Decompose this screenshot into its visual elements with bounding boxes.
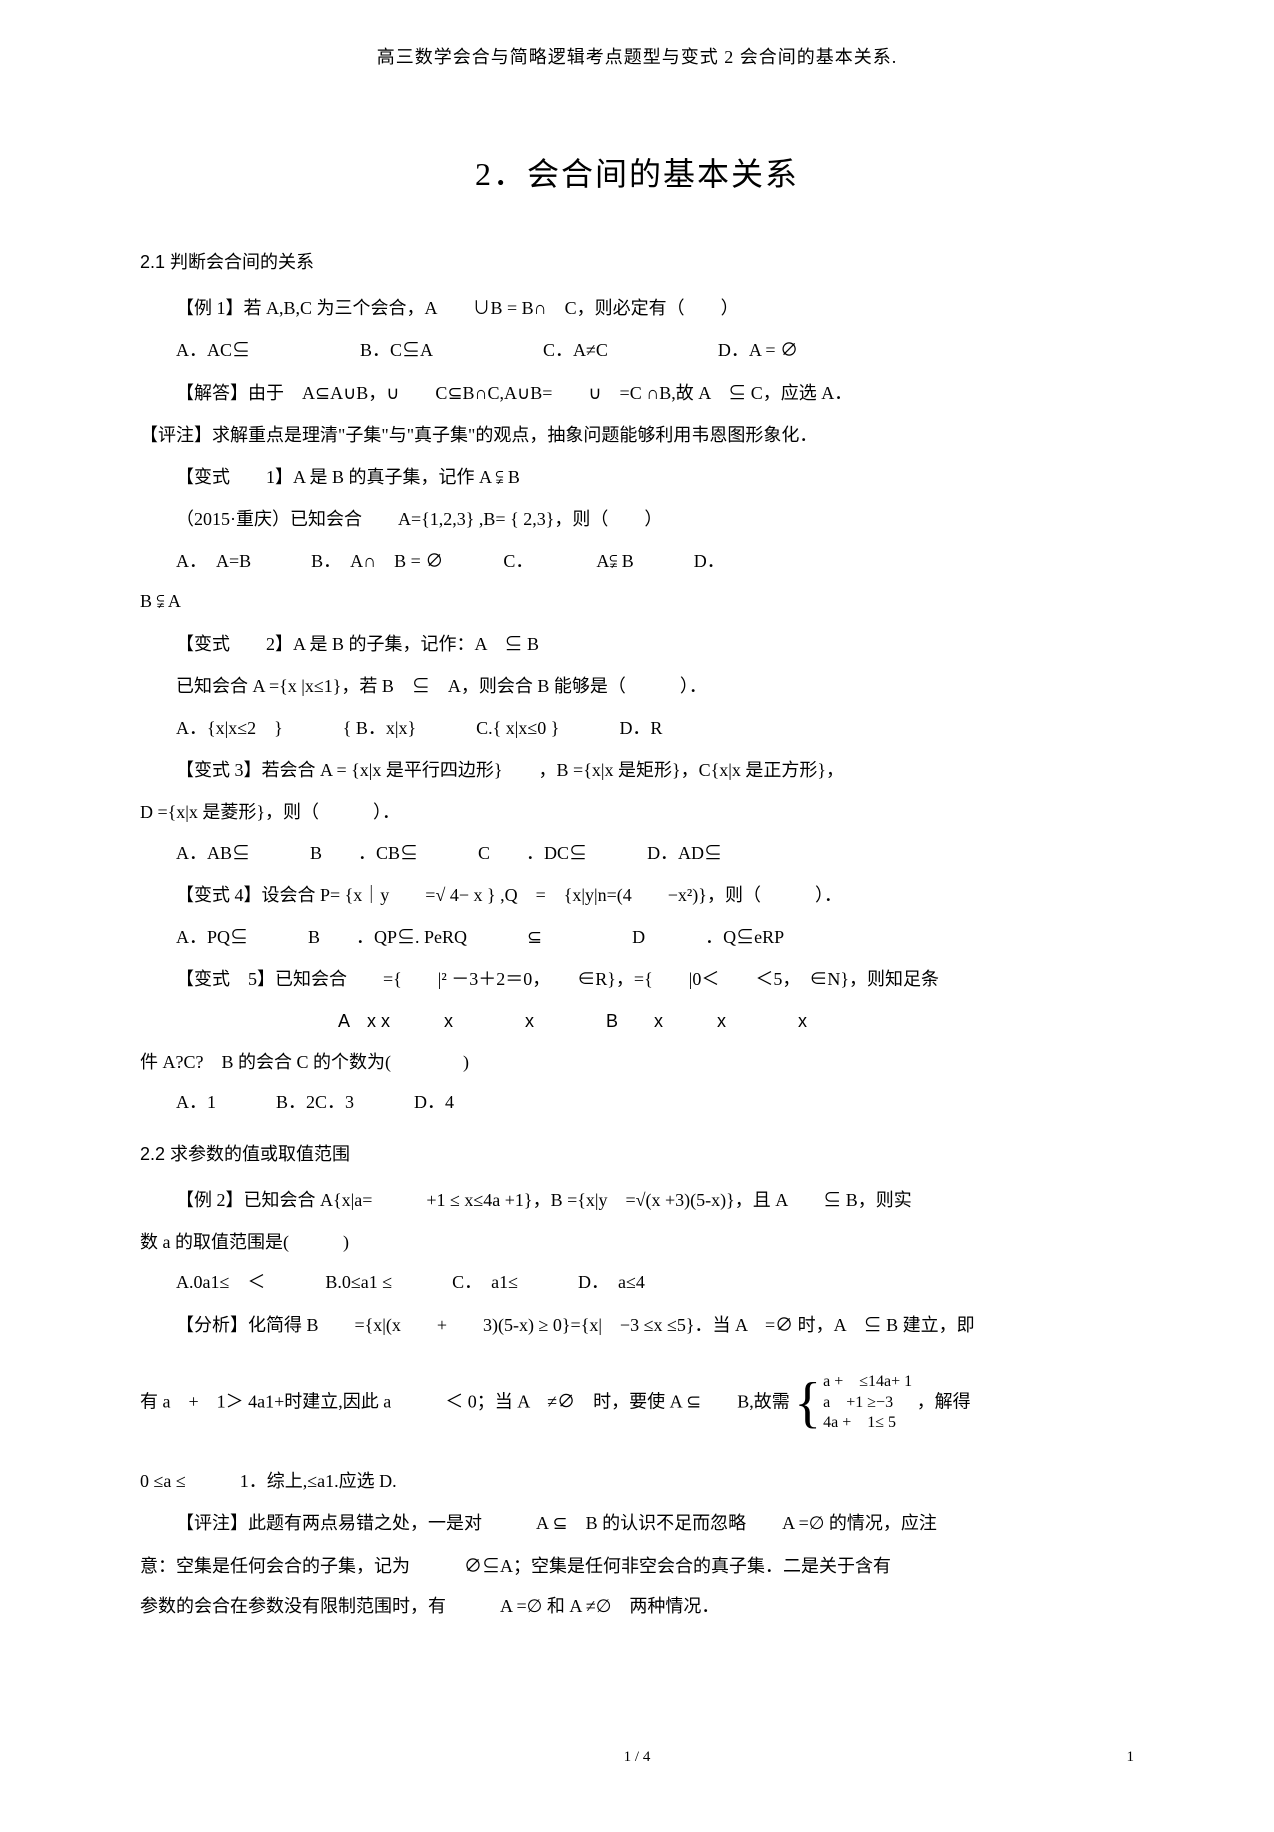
v2-opt-a: A．{x|x≤2 }: [176, 711, 283, 745]
variant-1-head: 【变式 1】A 是 B 的真子集，记作 A ⫋ B: [140, 460, 1134, 494]
page-header: 高三数学会合与简略逻辑考点题型与变式 2 会合间的基本关系.: [140, 40, 1134, 74]
example-2-options: A.0a1≤ ＜ B.0≤a1 ≤ C． a1≤ D． a≤4: [176, 1265, 1134, 1299]
example-1-question: 【例 1】若 A,B,C 为三个会合，A ∪B = B∩ C，则必定有（ ）: [140, 291, 1134, 325]
example-2-q1: 【例 2】已知会合 A{x|a= +1 ≤ x≤4a +1}，B ={x|y =…: [140, 1183, 1134, 1217]
analysis-line2-left: 有 a + 1＞ 4a1+时建立,因此 a ＜ 0；当 A ≠∅ 时，要使 A …: [140, 1391, 790, 1411]
ex2-opt-d: D． a≤4: [578, 1265, 645, 1299]
main-title: 2．会合间的基本关系: [140, 144, 1134, 205]
ex2-opt-c: C． a1≤: [452, 1265, 518, 1299]
v1-opt-d: D．: [694, 544, 725, 578]
page-footer: 1 / 4 1: [140, 1743, 1134, 1772]
variant-3-q2: D ={x|x 是菱形}，则（ ）．: [140, 795, 1134, 829]
section-2-2-head: 2.2 求参数的值或取值范围: [140, 1137, 1134, 1171]
ex1-opt-a: A．AC⊆: [176, 333, 250, 367]
variant-1-question: （2015·重庆）已知会合 A={1,2,3} ,B= { 2,3}，则（ ）: [140, 502, 1134, 536]
variant-4-options: A．PQ⊆ B ．QP⊆. PeRQ ⊆ D ．Q⊆eRP: [176, 920, 1134, 954]
page-number-center: 1 / 4: [180, 1743, 1094, 1772]
v5-opt-d: D．4: [414, 1085, 454, 1119]
example-1-answer: 【解答】由于 A⊆A∪B，∪ C⊆B∩C,A∪B= ∪ =C ∩B,故 A ⊆ …: [140, 376, 1134, 410]
analysis-line2: 有 a + 1＞ 4a1+时建立,因此 a ＜ 0；当 A ≠∅ 时，要使 A …: [140, 1372, 1134, 1434]
variant-5-q1: 【变式 5】已知会合 ={ |² －3＋2＝0， ∈R}，={ |0＜ ＜5， …: [140, 962, 1134, 996]
v3-opt-a: A．AB⊆: [176, 836, 250, 870]
brace-row1: a + ≤14a+ 1: [823, 1372, 912, 1393]
ex1-opt-b: B．C⊆A: [360, 333, 433, 367]
variant-2-options: A．{x|x≤2 } { B．x|x} C.{ x|x≤0 } D．R: [176, 711, 1134, 745]
note-line2: 意：空集是任何会合的子集，记为 ∅⊆A；空集是任何非空会合的真子集．二是关于含有: [140, 1549, 1134, 1583]
v4-opt-c: ⊆ D: [527, 920, 645, 954]
example-1-note: 【评注】求解重点是理清"子集"与"真子集"的观点，抽象问题能够利用韦恩图形象化．: [140, 418, 1134, 452]
note-line3: 参数的会合在参数没有限制范围时，有 A =∅ 和 A ≠∅ 两种情况．: [140, 1589, 1134, 1623]
variant-3-options: A．AB⊆ B ．CB⊆ C ．DC⊆ D．AD⊆: [176, 836, 1134, 870]
variant-2-head: 【变式 2】A 是 B 的子集，记作：A ⊆ B: [140, 627, 1134, 661]
v5-opt-a: A．1: [176, 1085, 216, 1119]
ex1-opt-d: D．A = ∅: [718, 333, 798, 367]
v1-opt-b: B． A∩ B = ∅: [311, 544, 443, 578]
example-1-options: A．AC⊆ B．C⊆A C．A≠C D．A = ∅: [176, 333, 1134, 367]
ex2-opt-b: B.0≤a1 ≤: [325, 1265, 392, 1299]
variant-3-q1: 【变式 3】若会合 A = {x|x 是平行四边形} ，B ={x|x 是矩形}…: [140, 753, 1134, 787]
v1-opt-a: A． A=B: [176, 544, 251, 578]
brace-system: { a + ≤14a+ 1 a +1 ≥−3 4a + 1≤ 5: [794, 1372, 912, 1434]
analysis-line1: 【分析】化简得 B ={x|(x + 3)(5-x) ≥ 0}={x| −3 ≤…: [140, 1308, 1134, 1342]
ex2-opt-a: A.0a1≤ ＜: [176, 1265, 265, 1299]
v4-opt-d: ．Q⊆eRP: [705, 920, 784, 954]
note-line1: 【评注】此题有两点易错之处，一是对 A ⊆ B 的认识不足而忽略 A =∅ 的情…: [140, 1506, 1134, 1540]
variant-2-question: 已知会合 A ={x |x≤1}，若 B ⊆ A，则会合 B 能够是（ ）．: [140, 669, 1134, 703]
brace-row3: 4a + 1≤ 5: [823, 1413, 912, 1434]
analysis-line2-right: ，解得: [917, 1391, 971, 1411]
variant-5-subscript-row: A x x x x B x x x: [338, 1004, 1134, 1038]
v3-opt-b: B ．CB⊆: [310, 836, 418, 870]
v3-opt-c: C ．DC⊆: [478, 836, 587, 870]
v2-opt-d: D．R: [619, 711, 662, 745]
v4-opt-a: A．PQ⊆: [176, 920, 248, 954]
analysis-line3: 0 ≤a ≤ 1．综上,≤a1.应选 D.: [140, 1464, 1134, 1498]
variant-5-q2: 件 A?C? B 的会合 C 的个数为( ): [140, 1045, 1134, 1079]
variant-5-options: A．1 B．2C．3 D．4: [176, 1085, 1134, 1119]
v5-opt-b: B．2C．3: [276, 1085, 354, 1119]
v2-opt-c: C.{ x|x≤0 }: [476, 711, 559, 745]
variant-1-opt-d-line2: B ⫋ A: [140, 584, 1134, 618]
v2-opt-b: { B．x|x}: [343, 711, 416, 745]
v1-opt-c: C． A⫋ B: [503, 544, 633, 578]
variant-4-question: 【变式 4】设会合 P= {x｜y =√ 4− x } ,Q = {x|y|n=…: [140, 878, 1134, 912]
v4-opt-b: B ．QP⊆. PeRQ: [308, 920, 467, 954]
page-number-right: 1: [1094, 1743, 1134, 1772]
section-2-1-head: 2.1 判断会合间的关系: [140, 245, 1134, 279]
v3-opt-d: D．AD⊆: [647, 836, 722, 870]
left-brace-icon: {: [794, 1375, 821, 1431]
ex1-opt-c: C．A≠C: [543, 333, 608, 367]
example-2-q2: 数 a 的取值范围是( ): [140, 1225, 1134, 1259]
variant-1-options: A． A=B B． A∩ B = ∅ C． A⫋ B D．: [176, 544, 1134, 578]
brace-row2: a +1 ≥−3: [823, 1393, 912, 1414]
